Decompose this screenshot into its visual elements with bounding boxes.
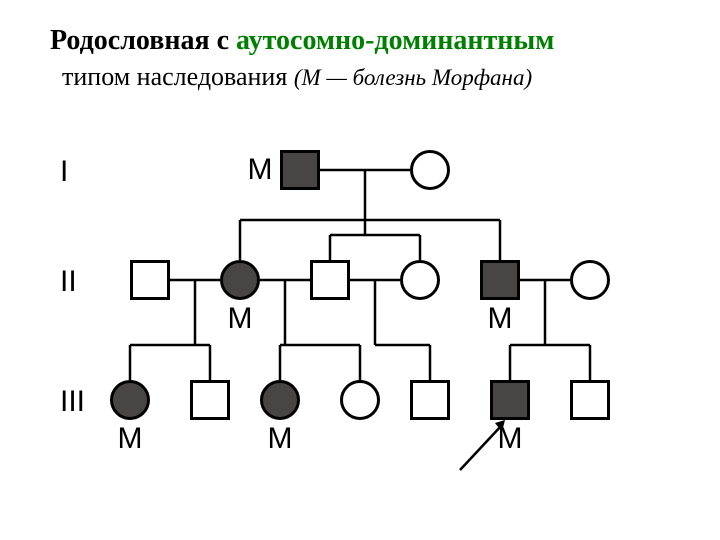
node-III7 (570, 380, 610, 420)
node-I2 (410, 150, 450, 190)
node-II4 (400, 260, 440, 300)
label-II5: М (480, 302, 520, 336)
node-I1 (280, 150, 320, 190)
node-II3 (310, 260, 350, 300)
label-II2: М (220, 302, 260, 336)
gen-label-1: I (60, 155, 68, 189)
connector-lines (60, 120, 680, 500)
label-III3: М (260, 422, 300, 456)
label-I1: М (240, 153, 280, 187)
node-III4 (340, 380, 380, 420)
title-text-2: аутосомно-доминантным (236, 25, 554, 56)
subtitle: типом наследования (М — болезнь Морфана) (62, 62, 672, 92)
node-II2 (220, 260, 260, 300)
node-III2 (190, 380, 230, 420)
node-III3 (260, 380, 300, 420)
node-II6 (570, 260, 610, 300)
node-II1 (130, 260, 170, 300)
node-III1 (110, 380, 150, 420)
node-II5 (480, 260, 520, 300)
title: Родословная с аутосомно-доминантным (50, 25, 670, 57)
subtitle-text-2: (М — болезнь Морфана) (294, 65, 532, 90)
subtitle-text-1: типом наследования (62, 62, 294, 91)
label-III1: М (110, 422, 150, 456)
pedigree-chart: I II III М М М М М М (60, 120, 680, 500)
label-III6: М (490, 422, 530, 456)
gen-label-3: III (60, 385, 85, 419)
title-text-1: Родословная с (50, 25, 236, 56)
node-III5 (410, 380, 450, 420)
node-III6 (490, 380, 530, 420)
gen-label-2: II (60, 265, 77, 299)
